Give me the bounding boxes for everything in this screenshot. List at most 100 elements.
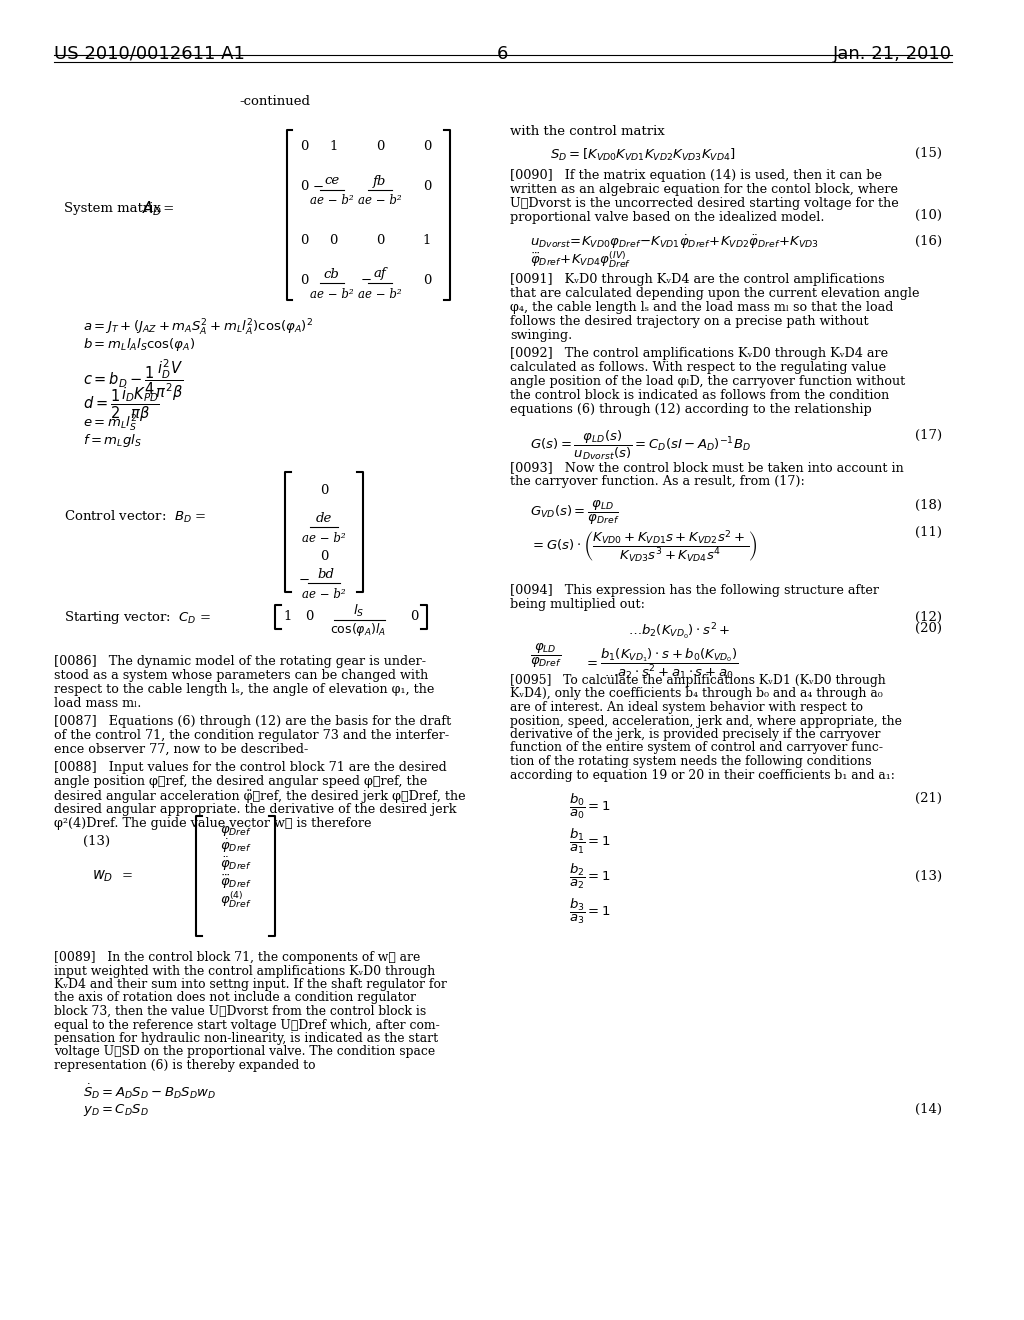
Text: block 73, then the value U₝Dvorst from the control block is: block 73, then the value U₝Dvorst from t… <box>54 1005 426 1018</box>
Text: that are calculated depending upon the current elevation angle: that are calculated depending upon the c… <box>510 286 920 300</box>
Text: $u_{Dvorst}\!=\!K_{VD0}\varphi_{Dref}\!-\!K_{VD1}\dot{\varphi}_{Dref}\!+\!K_{VD2: $u_{Dvorst}\!=\!K_{VD0}\varphi_{Dref}\!-… <box>530 234 819 251</box>
Text: (11): (11) <box>915 525 942 539</box>
Text: [0095]   To calculate the amplifications KᵥD1 (KᵥD0 through: [0095] To calculate the amplifications K… <box>510 675 886 686</box>
Text: $\dfrac{b_0}{a_0} = 1$: $\dfrac{b_0}{a_0} = 1$ <box>569 792 611 821</box>
Text: of the control 71, the condition regulator 73 and the interfer-: of the control 71, the condition regulat… <box>54 729 450 742</box>
Text: $\dfrac{\varphi_{LD}}{\varphi_{Dref}}$: $\dfrac{\varphi_{LD}}{\varphi_{Dref}}$ <box>530 642 562 671</box>
Text: cb: cb <box>324 268 340 281</box>
Text: 0: 0 <box>376 140 384 153</box>
Text: 0: 0 <box>300 273 308 286</box>
Text: 6: 6 <box>497 45 508 63</box>
Text: equations (6) through (12) according to the relationship: equations (6) through (12) according to … <box>510 403 872 416</box>
Text: $c = b_D - \dfrac{1}{4} \dfrac{i_D^2 V}{\pi^2 \beta}$: $c = b_D - \dfrac{1}{4} \dfrac{i_D^2 V}{… <box>83 358 184 404</box>
Text: -continued: -continued <box>240 95 310 108</box>
Text: [0087]   Equations (6) through (12) are the basis for the draft: [0087] Equations (6) through (12) are th… <box>54 715 452 729</box>
Text: ce: ce <box>325 174 339 187</box>
Text: ae − b²: ae − b² <box>310 194 353 207</box>
Text: 0: 0 <box>423 273 431 286</box>
Text: function of the entire system of control and carryover func-: function of the entire system of control… <box>510 742 884 755</box>
Text: [0086]   The dynamic model of the rotating gear is under-: [0086] The dynamic model of the rotating… <box>54 655 426 668</box>
Text: $\ldots b_2(K_{VD_0}) \cdot s^2 +$: $\ldots b_2(K_{VD_0}) \cdot s^2 +$ <box>628 622 731 642</box>
Text: US 2010/0012611 A1: US 2010/0012611 A1 <box>54 45 245 63</box>
Text: the axis of rotation does not include a condition regulator: the axis of rotation does not include a … <box>54 991 416 1005</box>
Text: 0: 0 <box>305 610 313 623</box>
Text: written as an algebraic equation for the contol block, where: written as an algebraic equation for the… <box>510 183 898 195</box>
Text: −: − <box>360 273 372 286</box>
Text: U₝Dvorst is the uncorrected desired starting voltage for the: U₝Dvorst is the uncorrected desired star… <box>510 197 899 210</box>
Text: $l_S$: $l_S$ <box>352 603 364 619</box>
Text: −: − <box>312 181 324 194</box>
Text: 0: 0 <box>330 234 338 247</box>
Text: fb: fb <box>373 174 386 187</box>
Text: =: = <box>159 202 174 215</box>
Text: $S_D = [K_{VD0}K_{VD1}K_{VD2}K_{VD3}K_{VD4}]$: $S_D = [K_{VD0}K_{VD1}K_{VD2}K_{VD3}K_{V… <box>550 147 735 164</box>
Text: $\dot{\varphi}_{Dref}$: $\dot{\varphi}_{Dref}$ <box>219 837 252 855</box>
Text: 0: 0 <box>423 181 431 194</box>
Text: $\dfrac{b_2}{a_2} = 1$: $\dfrac{b_2}{a_2} = 1$ <box>569 862 611 891</box>
Text: φ₄, the cable length lₛ and the load mass mₗ so that the load: φ₄, the cable length lₛ and the load mas… <box>510 301 894 314</box>
Text: $d = \dfrac{1}{2} \dfrac{i_D K_{PD}}{\pi\beta}$: $d = \dfrac{1}{2} \dfrac{i_D K_{PD}}{\pi… <box>83 385 161 424</box>
Text: the carryover function. As a result, from (17):: the carryover function. As a result, fro… <box>510 475 805 488</box>
Text: [0089]   In the control block 71, the components of w₝ are: [0089] In the control block 71, the comp… <box>54 950 420 964</box>
Text: equal to the reference start voltage U₝Dref which, after com-: equal to the reference start voltage U₝D… <box>54 1019 439 1031</box>
Text: representation (6) is thereby expanded to: representation (6) is thereby expanded t… <box>54 1059 315 1072</box>
Text: 0: 0 <box>300 140 308 153</box>
Text: (13): (13) <box>83 834 111 847</box>
Text: $\dddot{\varphi}_{Dref}$: $\dddot{\varphi}_{Dref}$ <box>219 873 252 891</box>
Text: $a = J_T + (J_{AZ} + m_A S_A^2 + m_L l_A^2)\mathrm{cos}(\varphi_A)^2$: $a = J_T + (J_{AZ} + m_A S_A^2 + m_L l_A… <box>83 318 313 338</box>
Text: ae − b²: ae − b² <box>358 288 401 301</box>
Text: according to equation 19 or 20 in their coefficients b₁ and a₁:: according to equation 19 or 20 in their … <box>510 768 895 781</box>
Text: $G(s) = \dfrac{\varphi_{LD}(s)}{u_{Dvorst}(s)} = C_D(sI - A_D)^{-1}B_D$: $G(s) = \dfrac{\varphi_{LD}(s)}{u_{Dvors… <box>530 429 751 462</box>
Text: af: af <box>374 268 386 281</box>
Text: respect to the cable length lₛ, the angle of elevation φ₁, the: respect to the cable length lₛ, the angl… <box>54 682 434 696</box>
Text: φ²(4)Dref. The guide value vector w₝ is therefore: φ²(4)Dref. The guide value vector w₝ is … <box>54 817 372 830</box>
Text: calculated as follows. With respect to the regulating value: calculated as follows. With respect to t… <box>510 360 887 374</box>
Text: $\dfrac{b_1}{a_1} = 1$: $\dfrac{b_1}{a_1} = 1$ <box>569 828 611 857</box>
Text: Jan. 21, 2010: Jan. 21, 2010 <box>834 45 952 63</box>
Text: (17): (17) <box>915 429 942 442</box>
Text: (18): (18) <box>915 499 942 512</box>
Text: de: de <box>315 511 332 524</box>
Text: ae − b²: ae − b² <box>358 194 401 207</box>
Text: $w_D$: $w_D$ <box>92 869 114 884</box>
Text: proportional valve based on the idealized model.: proportional valve based on the idealize… <box>510 211 825 224</box>
Text: ae − b²: ae − b² <box>302 532 346 544</box>
Text: $G_{VD}(s) = \dfrac{\varphi_{LD}}{\varphi_{Dref}}$: $G_{VD}(s) = \dfrac{\varphi_{LD}}{\varph… <box>530 499 620 527</box>
Text: load mass mₗ.: load mass mₗ. <box>54 697 141 710</box>
Text: $A_D$: $A_D$ <box>142 199 163 218</box>
Text: swinging.: swinging. <box>510 329 572 342</box>
Text: $\varphi_{Dref}$: $\varphi_{Dref}$ <box>220 824 252 838</box>
Text: [0092]   The control amplifications KᵥD0 through KᵥD4 are: [0092] The control amplifications KᵥD0 t… <box>510 347 889 360</box>
Text: (14): (14) <box>915 1102 942 1115</box>
Text: $\varphi^{(4)}_{Dref}$: $\varphi^{(4)}_{Dref}$ <box>220 890 252 911</box>
Text: angle position of the load φₗD, the carryover function without: angle position of the load φₗD, the carr… <box>510 375 905 388</box>
Text: System matrix: System matrix <box>63 202 165 215</box>
Text: [0094]   This expression has the following structure after: [0094] This expression has the following… <box>510 583 880 597</box>
Text: 0: 0 <box>410 610 419 623</box>
Text: stood as a system whose parameters can be changed with: stood as a system whose parameters can b… <box>54 669 428 682</box>
Text: the control block is indicated as follows from the condition: the control block is indicated as follow… <box>510 389 890 403</box>
Text: 0: 0 <box>300 181 308 194</box>
Text: $\cos(\varphi_A)l_A$: $\cos(\varphi_A)l_A$ <box>330 622 386 639</box>
Text: derivative of the jerk, is provided precisely if the carryover: derivative of the jerk, is provided prec… <box>510 729 881 741</box>
Text: voltage U₝SD on the proportional valve. The condition space: voltage U₝SD on the proportional valve. … <box>54 1045 435 1059</box>
Text: position, speed, acceleration, jerk and, where appropriate, the: position, speed, acceleration, jerk and,… <box>510 714 902 727</box>
Text: $b = m_L l_A l_S \mathrm{cos}(\varphi_A)$: $b = m_L l_A l_S \mathrm{cos}(\varphi_A)… <box>83 337 196 352</box>
Text: follows the desired trajectory on a precise path without: follows the desired trajectory on a prec… <box>510 315 869 327</box>
Text: pensation for hydraulic non-linearity, is indicated as the start: pensation for hydraulic non-linearity, i… <box>54 1032 438 1045</box>
Text: (21): (21) <box>915 792 942 805</box>
Text: (13): (13) <box>915 870 942 883</box>
Text: 0: 0 <box>423 140 431 153</box>
Text: $= G(s) \cdot \left( \dfrac{K_{VD0} + K_{VD1}s + K_{VD2}s^2 +}{K_{VD3}s^3 + K_{V: $= G(s) \cdot \left( \dfrac{K_{VD0} + K_… <box>530 529 758 565</box>
Text: Control vector:  $B_D$ =: Control vector: $B_D$ = <box>63 510 206 525</box>
Text: (12): (12) <box>915 610 942 623</box>
Text: with the control matrix: with the control matrix <box>510 125 666 139</box>
Text: ae − b²: ae − b² <box>310 288 353 301</box>
Text: desired angular appropriate. the derivative of the desired jerk: desired angular appropriate. the derivat… <box>54 803 457 816</box>
Text: ae − b²: ae − b² <box>302 587 346 601</box>
Text: tion of the rotating system needs the following conditions: tion of the rotating system needs the fo… <box>510 755 872 768</box>
Text: input weighted with the control amplifications KᵥD0 through: input weighted with the control amplific… <box>54 965 435 978</box>
Text: (15): (15) <box>915 147 942 160</box>
Text: [0090]   If the matrix equation (14) is used, then it can be: [0090] If the matrix equation (14) is us… <box>510 169 883 182</box>
Text: ence observer 77, now to be described-: ence observer 77, now to be described- <box>54 743 308 756</box>
